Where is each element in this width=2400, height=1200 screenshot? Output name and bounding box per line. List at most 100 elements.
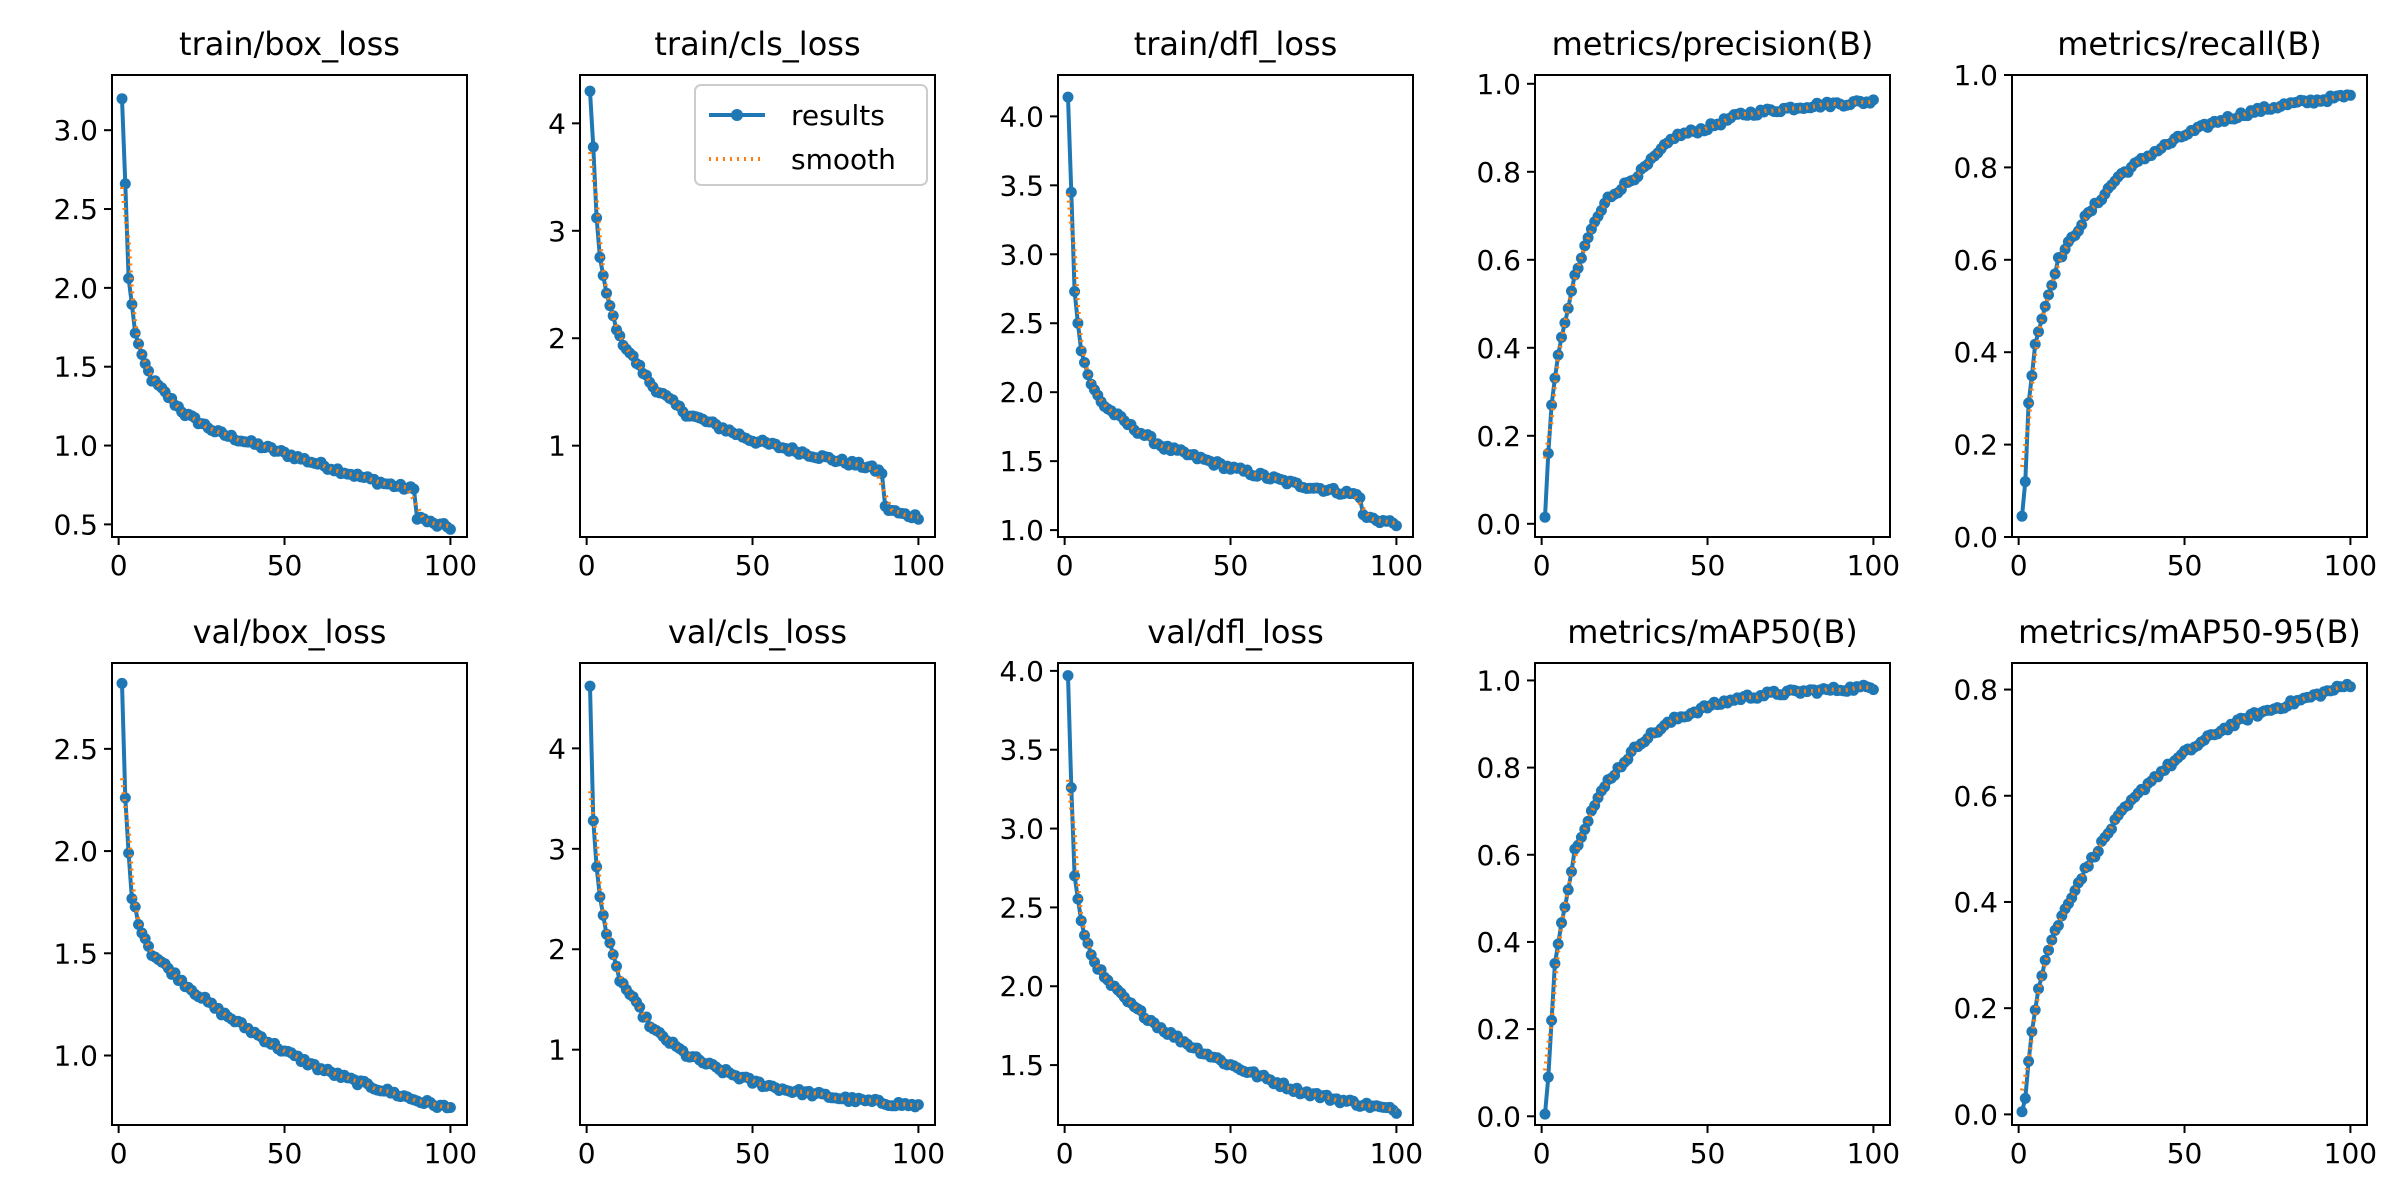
- y-tick-label: 4.0: [999, 100, 1044, 133]
- axes-frame: [111, 662, 468, 1126]
- y-tick-label: 0.0: [1953, 521, 1998, 554]
- x-tick-label: 50: [1690, 1137, 1726, 1170]
- smooth-series-line: [1543, 99, 1874, 459]
- plot-area: [584, 85, 924, 525]
- x-tick-label: 0: [110, 549, 128, 582]
- plot-area: [116, 677, 456, 1114]
- y-tick-label: 0.0: [1953, 1098, 1998, 1131]
- x-tick-label: 50: [1213, 1137, 1249, 1170]
- x-tick-label: 100: [424, 549, 477, 582]
- y-tick-label: 3: [548, 215, 566, 248]
- results-point: [912, 1099, 924, 1111]
- legend: results smooth: [694, 84, 928, 186]
- axes-frame: [1057, 74, 1414, 538]
- y-tick-label: 2.5: [999, 307, 1044, 340]
- results-point: [129, 901, 141, 913]
- results-point: [1069, 286, 1081, 297]
- plot-area: [1539, 94, 1879, 523]
- y-tick-label: 3: [548, 833, 566, 866]
- x-tick-label: 50: [735, 549, 771, 582]
- results-point: [604, 937, 616, 949]
- y-tick-label: 2: [548, 322, 566, 355]
- axes-frame: [111, 74, 468, 538]
- results-point: [126, 298, 138, 310]
- results-point: [123, 272, 135, 284]
- results-point: [1390, 520, 1402, 532]
- results-point: [1556, 331, 1567, 343]
- y-tick-label: 3.5: [999, 734, 1044, 767]
- y-tick-label: 2.0: [999, 376, 1044, 409]
- smooth-series-line: [120, 777, 451, 1109]
- y-tick-label: 0.6: [1476, 839, 1521, 872]
- plot-area: [1062, 670, 1402, 1119]
- y-tick-label: 0.2: [1953, 992, 1998, 1025]
- y-tick-label: 0.8: [1476, 752, 1521, 785]
- y-tick-label: 1.0: [1953, 59, 1998, 92]
- x-tick-label: 100: [2324, 1137, 2377, 1170]
- smooth-series-line: [588, 790, 919, 1108]
- results-point: [1552, 349, 1564, 361]
- results-point: [1867, 684, 1879, 696]
- results-point: [129, 327, 141, 339]
- x-tick-label: 50: [2167, 1137, 2203, 1170]
- y-tick-label: 2.0: [999, 970, 1044, 1003]
- smooth-series-line: [2020, 93, 2351, 468]
- y-tick-label: 0.2: [1476, 1013, 1521, 1046]
- panel-title: val/cls_loss: [668, 613, 847, 651]
- y-tick-label: 0.8: [1953, 151, 1998, 184]
- x-tick-label: 50: [735, 1137, 771, 1170]
- smooth-series-line: [120, 186, 451, 529]
- plot-area: [1539, 679, 1879, 1120]
- results-point: [611, 960, 622, 972]
- y-tick-label: 1.0: [53, 430, 98, 463]
- results-point: [2033, 326, 2044, 338]
- results-point: [2039, 954, 2051, 966]
- x-tick-label: 0: [110, 1137, 128, 1170]
- x-tick-label: 50: [267, 1137, 303, 1170]
- panel-train-dfl-loss: train/dfl_loss 0 50 100 1.0 1.5 2.0 2.5 3.0 3.5 4.…: [999, 25, 1423, 582]
- results-point: [444, 1102, 456, 1113]
- legend-results-label: results: [791, 99, 885, 132]
- results-series-line: [1543, 683, 1875, 1115]
- y-tick-label: 3.0: [999, 238, 1044, 271]
- axes-frame: [1057, 662, 1414, 1126]
- results-point: [1065, 186, 1077, 198]
- smooth-series-line: [588, 151, 919, 520]
- results-point: [2046, 279, 2058, 291]
- x-tick-label: 100: [1847, 549, 1900, 582]
- legend-results-marker: [731, 109, 743, 121]
- results-point: [126, 893, 138, 905]
- results-point: [2344, 89, 2356, 101]
- results-series-line: [1543, 98, 1875, 518]
- results-point: [1539, 1108, 1551, 1120]
- y-tick-label: 0.4: [1953, 886, 1998, 919]
- results-point: [119, 178, 131, 190]
- x-tick-label: 100: [424, 1137, 477, 1170]
- x-tick-label: 50: [2167, 549, 2203, 582]
- results-point: [2046, 934, 2058, 946]
- results-point: [2019, 476, 2031, 488]
- results-point: [2026, 1026, 2038, 1038]
- results-point: [2043, 944, 2054, 956]
- results-series-line: [120, 98, 452, 531]
- y-tick-label: 3.5: [999, 169, 1044, 202]
- results-point: [143, 940, 154, 952]
- axes-frame: [1534, 662, 1891, 1126]
- results-point: [1065, 782, 1077, 794]
- axes-frame: [2011, 662, 2368, 1126]
- panel-train-box-loss: train/box_loss 0 50 100 0.5 1.0 1.5 2.0 2.5 3.0: [53, 25, 477, 582]
- x-tick-label: 0: [1533, 549, 1551, 582]
- results-point: [1062, 91, 1074, 103]
- y-tick-label: 1: [548, 1034, 566, 1067]
- y-tick-label: 1.0: [1476, 664, 1521, 697]
- x-tick-label: 0: [1533, 1137, 1551, 1170]
- y-tick-label: 2.0: [53, 835, 98, 868]
- results-point: [1867, 94, 1879, 106]
- results-point: [1390, 1107, 1402, 1119]
- y-tick-label: 1: [548, 430, 566, 463]
- y-tick-label: 2.5: [53, 733, 98, 766]
- x-tick-label: 100: [2324, 549, 2377, 582]
- x-tick-label: 100: [1370, 549, 1423, 582]
- y-tick-label: 4: [548, 107, 566, 140]
